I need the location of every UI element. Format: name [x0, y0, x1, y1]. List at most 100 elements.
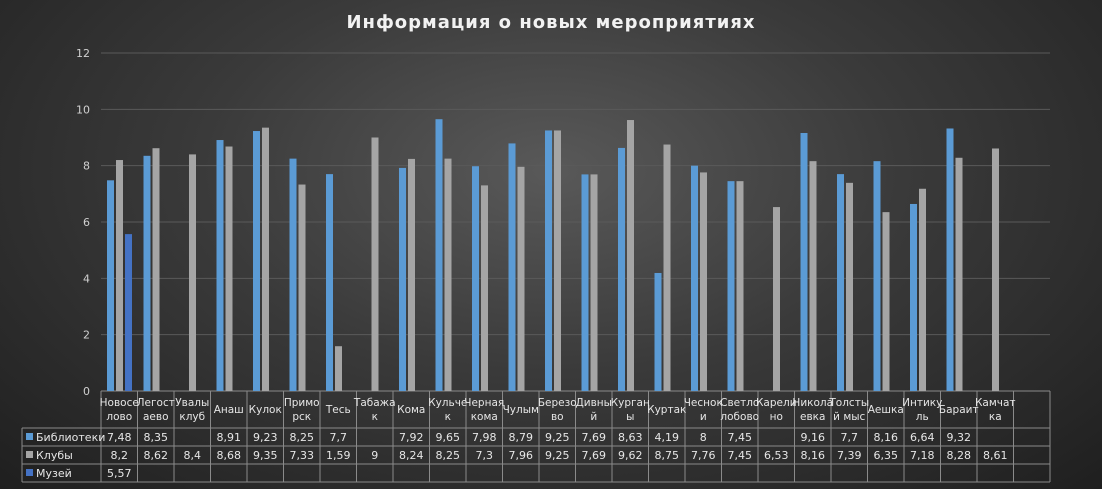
legend-label: Музей — [36, 467, 72, 480]
bar-Клубы-22 — [919, 188, 926, 391]
bar-Клубы-16 — [700, 172, 707, 391]
data-table-value: 8,16 — [801, 449, 826, 462]
data-table-value: 8,24 — [399, 449, 424, 462]
category-label: Тесь — [325, 404, 351, 416]
data-table-value: 8,16 — [874, 431, 899, 444]
category-label: Увалы — [175, 397, 209, 409]
category-label: евка — [800, 411, 825, 423]
bar-Библиотеки-0 — [107, 180, 114, 391]
data-table-value: 7,69 — [582, 449, 607, 462]
chart-title: Информация о новых мероприятиях — [346, 12, 755, 33]
bar-Библиотеки-13 — [581, 174, 589, 391]
category-label: к — [445, 411, 451, 423]
category-label: Черная — [464, 397, 504, 409]
category-label: Кульче — [428, 397, 467, 409]
data-table-value: 8,62 — [144, 449, 169, 462]
data-table-value: 8 — [700, 431, 707, 444]
category-label: Курган — [611, 397, 650, 409]
bar-Библиотеки-10 — [472, 166, 479, 391]
data-table-value: 5,57 — [107, 467, 132, 480]
data-table-value: 9,25 — [545, 449, 570, 462]
category-label: ль — [916, 411, 929, 423]
category-label: Березо — [538, 397, 577, 409]
bar-Клубы-12 — [554, 130, 561, 392]
bar-Библиотеки-22 — [910, 203, 917, 391]
y-tick-label: 4 — [83, 272, 90, 285]
category-label: во — [551, 411, 564, 423]
bar-Библиотеки-1 — [143, 155, 151, 391]
bar-Клубы-21 — [882, 212, 890, 391]
data-table-value: 9,32 — [947, 431, 972, 444]
category-label: Кулок — [249, 404, 282, 416]
category-label: Новосе — [100, 397, 139, 409]
bar-Клубы-13 — [590, 174, 598, 391]
bar-Библиотеки-15 — [654, 272, 662, 391]
bar-Библиотеки-14 — [618, 147, 625, 391]
data-table-value: 7,33 — [290, 449, 315, 462]
bar-Клубы-5 — [298, 184, 306, 391]
bar-Библиотеки-23 — [946, 128, 954, 391]
bar-Клубы-4 — [262, 127, 269, 392]
category-label: Аешка — [868, 404, 904, 416]
bar-Клубы-23 — [955, 157, 963, 391]
category-label: Светло — [720, 397, 759, 409]
category-label: Чеснок — [684, 397, 723, 409]
data-table-value: 7,18 — [910, 449, 935, 462]
bar-Клубы-14 — [627, 120, 634, 391]
category-label: Интику — [902, 397, 942, 409]
bar-Клубы-8 — [408, 158, 415, 391]
data-table-value: 9,62 — [618, 449, 643, 462]
data-table-value: 8,35 — [144, 431, 169, 444]
bar-Библиотеки-17 — [727, 181, 735, 391]
y-tick-label: 0 — [83, 385, 90, 398]
data-table-value: 7,45 — [728, 431, 753, 444]
category-label: Куртак — [647, 404, 686, 416]
data-table-value: 9,65 — [436, 431, 461, 444]
data-table-value: 8,4 — [184, 449, 202, 462]
bar-Клубы-9 — [444, 158, 452, 391]
category-label: й — [590, 411, 597, 423]
data-table-value: 7,45 — [728, 449, 753, 462]
category-label: но — [770, 411, 783, 423]
data-table-value: 8,61 — [983, 449, 1008, 462]
legend-label: Клубы — [36, 449, 73, 462]
data-table-value: 8,79 — [509, 431, 534, 444]
data-table-value: 7,7 — [841, 431, 859, 444]
data-table-value: 8,75 — [655, 449, 680, 462]
y-tick-label: 8 — [83, 160, 90, 173]
data-table-value: 8,68 — [217, 449, 242, 462]
legend-label: Библиотеки — [36, 431, 105, 444]
category-label: Примо — [284, 397, 320, 409]
legend-swatch — [26, 451, 33, 458]
bar-Клубы-11 — [517, 166, 525, 391]
bar-Клубы-17 — [736, 181, 744, 391]
bar-Музей-0 — [125, 234, 132, 391]
data-table-value: 8,2 — [111, 449, 129, 462]
y-tick-label: 10 — [76, 103, 90, 116]
data-table-value: 9,16 — [801, 431, 826, 444]
data-table-value: 7,92 — [399, 431, 424, 444]
bar-Библиотеки-8 — [399, 167, 406, 391]
y-tick-label: 6 — [83, 216, 90, 229]
bar-Библиотеки-11 — [508, 143, 516, 391]
category-label: аево — [143, 411, 169, 423]
bar-Клубы-19 — [809, 161, 817, 391]
data-table-value: 7,39 — [837, 449, 862, 462]
data-table-value: 8,25 — [290, 431, 315, 444]
bar-Клубы-10 — [481, 185, 488, 391]
data-table-value: 7,7 — [330, 431, 348, 444]
category-label: Толсты — [828, 397, 869, 409]
bar-Библиотеки-6 — [326, 174, 333, 391]
data-table-value: 9,35 — [253, 449, 278, 462]
data-table-value: 7,69 — [582, 431, 607, 444]
data-table-value: 6,64 — [910, 431, 935, 444]
bar-Библиотеки-3 — [216, 140, 224, 391]
legend-swatch — [26, 469, 33, 476]
bar-Клубы-24 — [992, 148, 999, 391]
category-label: ы — [626, 411, 634, 423]
data-table-value: 8,25 — [436, 449, 461, 462]
category-label: Никола — [792, 397, 833, 409]
data-table-value: 7,98 — [472, 431, 497, 444]
bar-Библиотеки-19 — [800, 132, 808, 391]
